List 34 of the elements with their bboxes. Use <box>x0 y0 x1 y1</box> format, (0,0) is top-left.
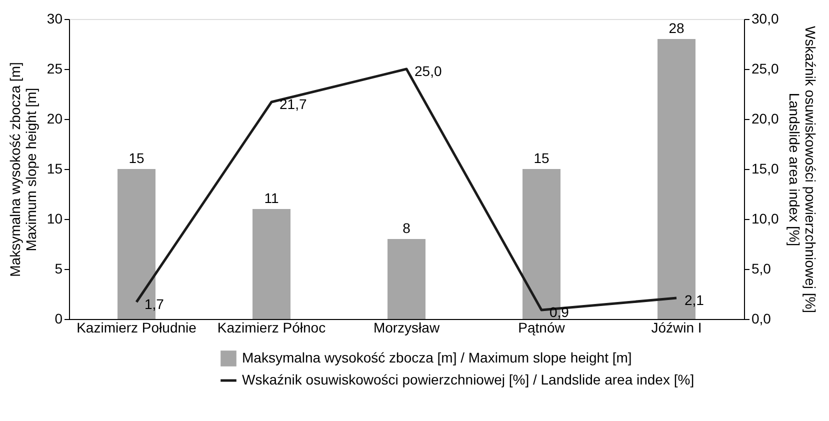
data-label: 28 <box>668 20 684 36</box>
bar <box>252 209 290 319</box>
y2-tick-label: 15,0 <box>752 160 779 176</box>
data-label: 8 <box>402 220 411 236</box>
y2-tick-label: 5,0 <box>752 260 772 276</box>
x-tick-label: Kazimierz Północ <box>217 320 326 336</box>
data-label: 21,7 <box>280 96 307 112</box>
y2-axis-title: Wskaźnik osuwiskowości powierzchniowej [%] Landslide area index [%] <box>786 26 819 314</box>
data-label: 1,7 <box>144 296 164 312</box>
y-tick-label: 0 <box>54 310 63 326</box>
data-label: 2,1 <box>684 292 704 308</box>
x-tick-label: Pątnów <box>518 320 566 336</box>
data-label: 25,0 <box>414 63 442 79</box>
legend-label: Wskaźnik osuwiskowości powierzchniowej [%] / Landslide area index [%] <box>242 372 694 388</box>
x-tick-label: Morzysław <box>373 320 440 336</box>
y-axis-title: Maksymalna wysokość zbocza [m] Maximum slope height [m] <box>6 62 39 277</box>
y2-tick-label: 20,0 <box>752 110 779 126</box>
bar <box>388 239 426 319</box>
y-tick-label: 15 <box>46 160 63 176</box>
y2-tick-label: 30,0 <box>752 10 779 26</box>
y2-tick-label: 25,0 <box>752 60 779 76</box>
x-tick-label: Jóźwin I <box>651 320 702 336</box>
y-tick-label: 25 <box>46 60 63 76</box>
y-tick-label: 30 <box>46 10 63 26</box>
y2-tick-label: 10,0 <box>752 210 779 226</box>
data-label: 15 <box>534 150 550 166</box>
y-tick-label: 10 <box>46 210 63 226</box>
y-tick-label: 5 <box>54 260 63 276</box>
legend-label: Maksymalna wysokość zbocza [m] / Maximum slope height [m] <box>242 350 632 366</box>
y2-tick-label: 0,0 <box>752 310 772 326</box>
x-tick-label: Kazimierz Południe <box>76 320 197 336</box>
data-label: 11 <box>264 190 279 206</box>
data-label: 15 <box>128 150 144 166</box>
y-tick-label: 20 <box>46 110 63 126</box>
